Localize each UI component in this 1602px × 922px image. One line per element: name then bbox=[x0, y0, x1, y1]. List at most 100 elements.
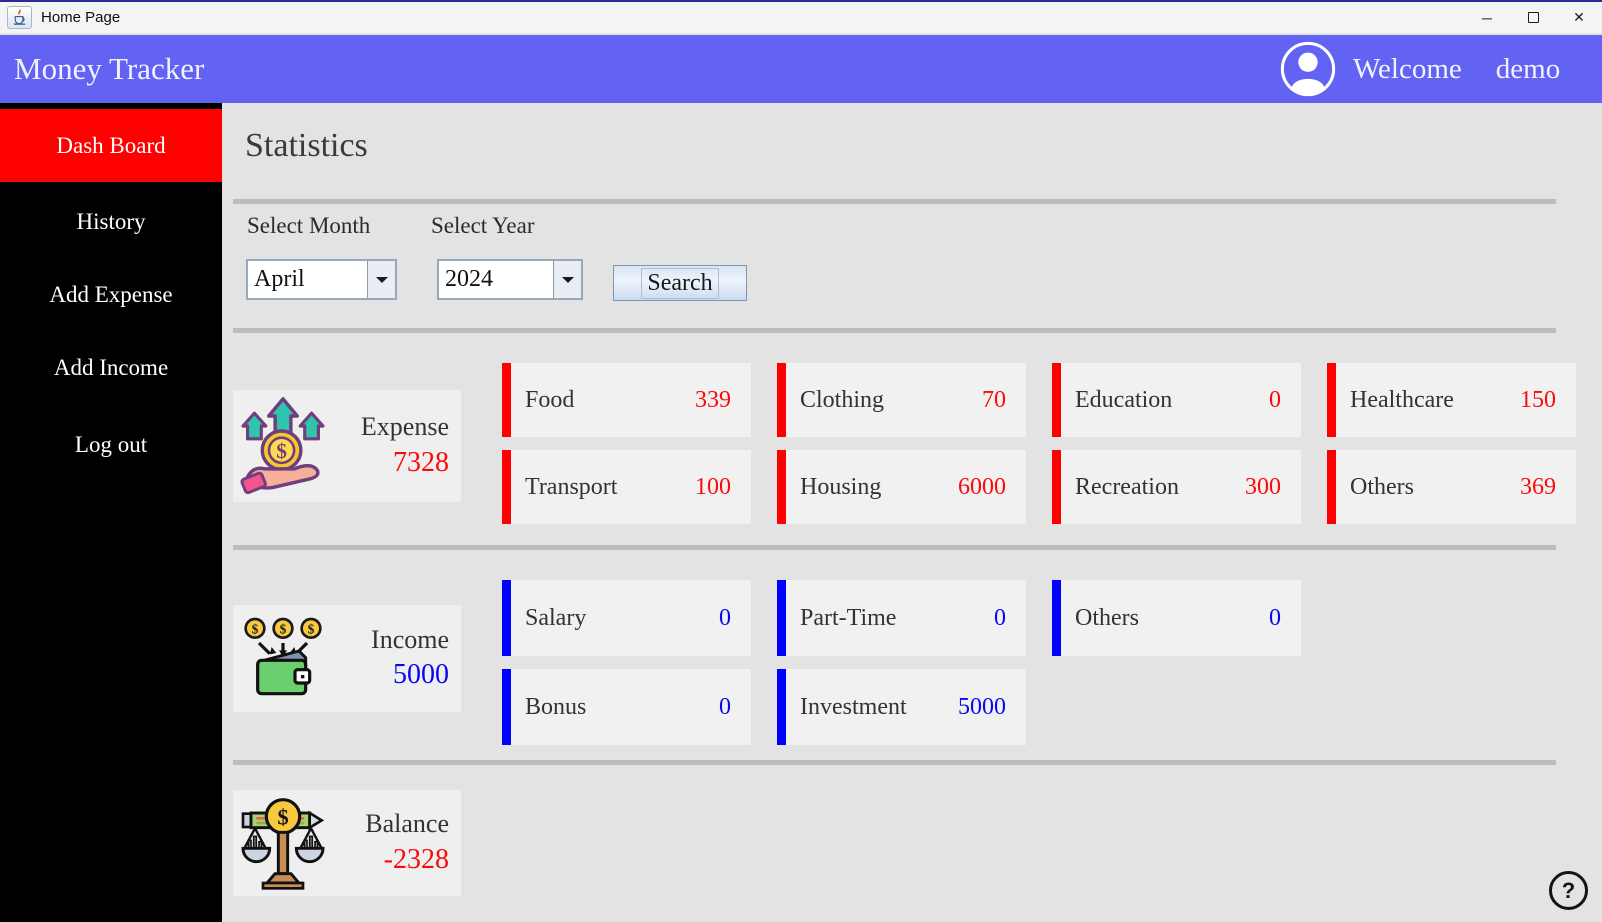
category-accent-bar bbox=[1052, 580, 1061, 656]
category-value: 100 bbox=[695, 473, 731, 500]
month-dropdown-value: April bbox=[254, 266, 305, 292]
divider bbox=[233, 199, 1556, 204]
category-label: Transport bbox=[525, 473, 618, 500]
java-app-icon[interactable] bbox=[7, 6, 32, 29]
category-label: Food bbox=[525, 386, 575, 413]
year-dropdown-arrow-button[interactable] bbox=[553, 261, 581, 298]
category-label: Part-Time bbox=[800, 604, 897, 631]
category-label: Others bbox=[1075, 604, 1139, 631]
expense-category-card: Transport 100 bbox=[502, 450, 751, 524]
balance-summary-card: $ Balance -2328 bbox=[233, 790, 461, 896]
search-button[interactable]: Search bbox=[613, 265, 747, 301]
category-accent-bar bbox=[1052, 450, 1061, 524]
income-category-grid: Salary 0 Part-Time 0 Others 0 Bonus 0 In… bbox=[502, 580, 1301, 745]
income-total: 5000 bbox=[393, 659, 449, 691]
sidebar-item-add-expense[interactable]: Add Expense bbox=[49, 282, 173, 307]
app-title: Money Tracker bbox=[14, 51, 205, 86]
window-title: Home Page bbox=[41, 9, 121, 26]
income-category-card: Salary 0 bbox=[502, 580, 751, 656]
category-accent-bar bbox=[777, 363, 786, 437]
close-button[interactable]: ✕ bbox=[1573, 9, 1585, 25]
balance-summary-text: Balance -2328 bbox=[333, 810, 461, 875]
balance-scale-icon: $ bbox=[233, 795, 333, 891]
select-year-label: Select Year bbox=[431, 213, 535, 238]
chevron-down-icon bbox=[561, 276, 574, 283]
category-label: Education bbox=[1075, 386, 1173, 413]
income-category-card: Bonus 0 bbox=[502, 669, 751, 745]
svg-text:$: $ bbox=[276, 439, 287, 463]
expense-label: Expense bbox=[360, 412, 449, 442]
maximize-button[interactable] bbox=[1510, 2, 1556, 33]
sidebar-item-logout[interactable]: Log out bbox=[74, 432, 148, 457]
expense-category-card: Others 369 bbox=[1327, 450, 1576, 524]
balance-total: -2328 bbox=[383, 843, 449, 875]
expense-hand-coin-icon: $ bbox=[233, 396, 333, 496]
divider bbox=[233, 545, 1556, 550]
category-accent-bar bbox=[502, 669, 511, 745]
svg-text:$: $ bbox=[308, 621, 315, 636]
category-accent-bar bbox=[777, 669, 786, 745]
sidebar-item-dashboard[interactable]: Dash Board bbox=[0, 109, 222, 182]
category-label: Others bbox=[1350, 473, 1414, 500]
sidebar-item-add-income[interactable]: Add Income bbox=[53, 355, 169, 380]
category-value: 0 bbox=[994, 604, 1006, 631]
category-label: Investment bbox=[800, 693, 907, 720]
category-value: 0 bbox=[719, 693, 731, 720]
expense-summary-card: $ Expense 7328 bbox=[233, 390, 461, 502]
income-category-card: Investment 5000 bbox=[777, 669, 1026, 745]
year-dropdown[interactable]: 2024 bbox=[437, 259, 583, 300]
category-value: 0 bbox=[1269, 604, 1281, 631]
user-area: Welcome demo bbox=[1279, 40, 1560, 98]
category-value: 0 bbox=[1269, 386, 1281, 413]
page-title: Statistics bbox=[245, 127, 368, 164]
category-accent-bar bbox=[777, 450, 786, 524]
divider bbox=[233, 328, 1556, 333]
category-accent-bar bbox=[1327, 450, 1336, 524]
month-dropdown[interactable]: April bbox=[246, 259, 397, 300]
username-label: demo bbox=[1495, 52, 1561, 85]
maximize-icon bbox=[1527, 12, 1539, 23]
year-dropdown-value: 2024 bbox=[445, 266, 493, 292]
category-accent-bar bbox=[502, 580, 511, 656]
category-accent-bar bbox=[502, 450, 511, 524]
expense-category-card: Education 0 bbox=[1052, 363, 1301, 437]
welcome-label: Welcome bbox=[1353, 52, 1462, 85]
java-cup-icon bbox=[13, 9, 26, 25]
svg-text:$: $ bbox=[280, 621, 287, 636]
balance-label: Balance bbox=[365, 809, 449, 839]
expense-category-grid: Food 339 Clothing 70 Education 0 Healthc… bbox=[502, 363, 1576, 524]
month-dropdown-arrow-button[interactable] bbox=[367, 261, 395, 298]
category-label: Clothing bbox=[800, 386, 885, 413]
minimize-button[interactable]: ─ bbox=[1482, 9, 1492, 26]
app-header: Money Tracker Welcome demo bbox=[0, 35, 1602, 103]
category-label: Housing bbox=[800, 473, 882, 500]
expense-category-card: Healthcare 150 bbox=[1327, 363, 1576, 437]
category-label: Bonus bbox=[525, 693, 587, 720]
sidebar-item-history[interactable]: History bbox=[76, 209, 146, 234]
category-value: 0 bbox=[719, 604, 731, 631]
expense-total: 7328 bbox=[393, 446, 449, 478]
category-value: 150 bbox=[1520, 386, 1556, 413]
income-category-card: Part-Time 0 bbox=[777, 580, 1026, 656]
avatar-icon bbox=[1280, 41, 1336, 97]
svg-text:$: $ bbox=[277, 804, 288, 829]
divider bbox=[233, 760, 1556, 765]
expense-category-card: Housing 6000 bbox=[777, 450, 1026, 524]
income-summary-text: Income 5000 bbox=[333, 625, 461, 691]
expense-category-card: Food 339 bbox=[502, 363, 751, 437]
category-accent-bar bbox=[777, 580, 786, 656]
expense-category-card: Clothing 70 bbox=[777, 363, 1026, 437]
titlebar: Home Page ─ ✕ bbox=[0, 0, 1602, 33]
expense-category-card: Recreation 300 bbox=[1052, 450, 1301, 524]
income-wallet-coins-icon: $ $ $ bbox=[233, 615, 333, 703]
help-button[interactable]: ? bbox=[1549, 871, 1588, 910]
search-button-label: Search bbox=[641, 267, 719, 299]
window-controls: ─ ✕ bbox=[1464, 2, 1602, 35]
svg-text:$: $ bbox=[252, 621, 259, 636]
category-value: 300 bbox=[1245, 473, 1281, 500]
category-accent-bar bbox=[502, 363, 511, 437]
category-value: 369 bbox=[1520, 473, 1556, 500]
category-value: 6000 bbox=[958, 473, 1006, 500]
select-month-label: Select Month bbox=[247, 213, 371, 238]
category-value: 339 bbox=[695, 386, 731, 413]
